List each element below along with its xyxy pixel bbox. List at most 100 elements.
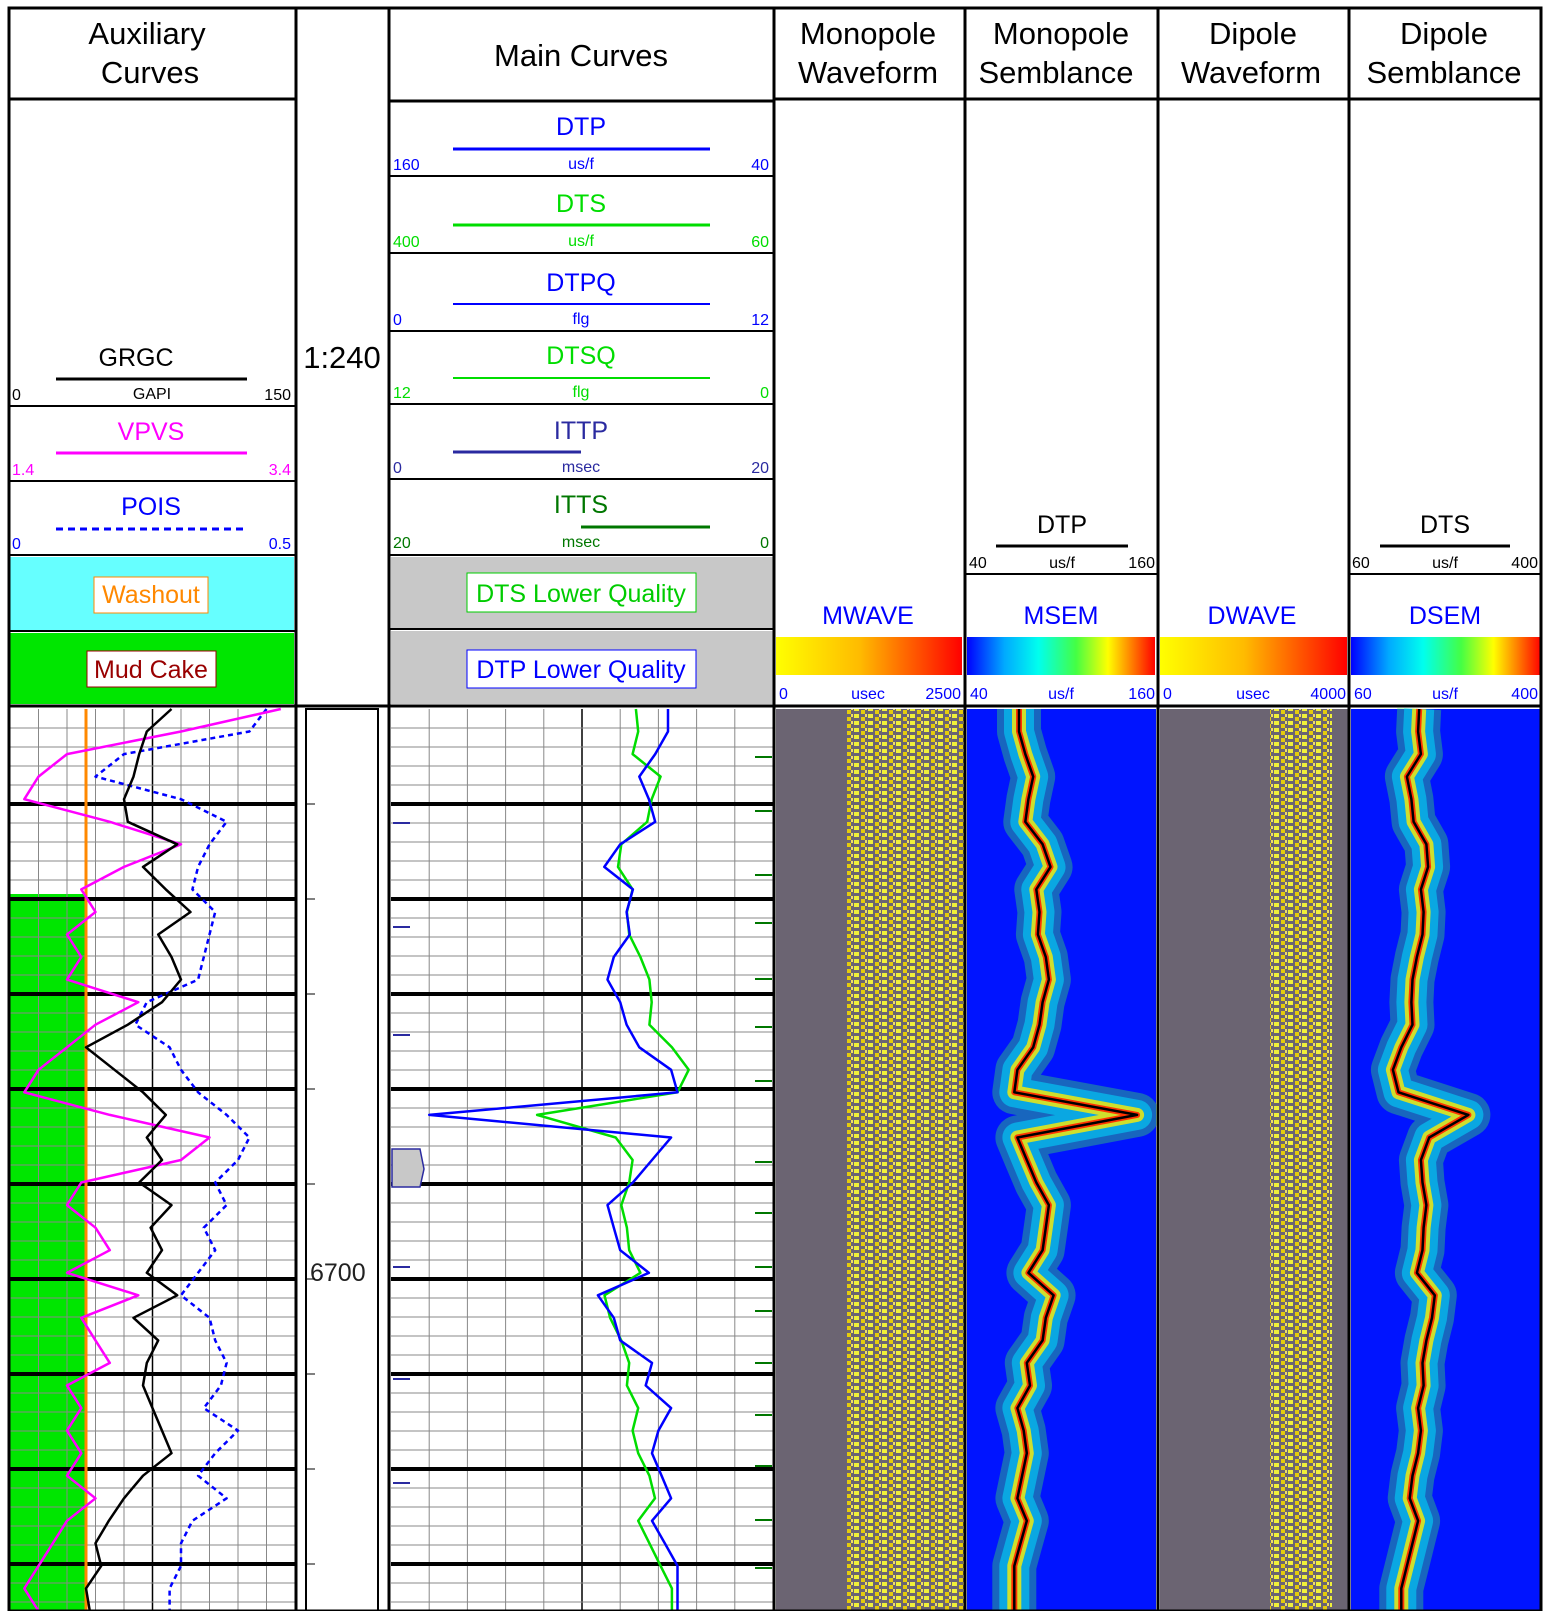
colorbar-min: 40 xyxy=(970,686,988,703)
overlay-curve-max: 400 xyxy=(1511,555,1538,572)
colorbar-unit: us/f xyxy=(1048,686,1074,703)
monopole-semblance-title-line1: Monopole xyxy=(993,16,1129,51)
curve-vpvs xyxy=(23,707,282,1611)
main-curve-header-dtsq: DTSQ flg 12 0 xyxy=(393,342,769,402)
main-curve-max: 12 xyxy=(751,312,769,329)
main-curve-max: 0 xyxy=(760,385,769,402)
colorbar-mwave: MWAVE usec 0 2500 xyxy=(776,602,962,703)
main-curve-name: DTP xyxy=(556,113,606,141)
main-curve-unit: msec xyxy=(562,534,600,551)
dts-lower-quality-label: DTS Lower Quality xyxy=(476,580,686,608)
overlay-curve-unit: us/f xyxy=(1432,555,1458,572)
aux-title-line1: Auxiliary xyxy=(88,16,206,51)
overlay-curve-name: DTS xyxy=(1420,511,1470,539)
overlay-curve-max: 160 xyxy=(1128,555,1155,572)
colorbar-min: 60 xyxy=(1354,686,1372,703)
main-curve-unit: flg xyxy=(573,311,590,328)
overlay-curve-min: 40 xyxy=(969,555,987,572)
colorbar-swatch xyxy=(967,637,1155,675)
main-curve-max: 40 xyxy=(751,157,769,174)
overlay-curve-name: DTP xyxy=(1037,511,1087,539)
main-curve-min: 0 xyxy=(393,460,402,477)
main-curve-name: DTPQ xyxy=(546,269,615,297)
main-curve-unit: msec xyxy=(562,459,600,476)
dipole-semblance-overlay-header: DTS us/f 60 400 xyxy=(1352,511,1538,572)
main-curve-header-ittp: ITTP msec 0 20 xyxy=(393,417,769,477)
main-curve-name: DTSQ xyxy=(546,342,615,370)
colorbar-min: 0 xyxy=(1163,686,1172,703)
dtpq-flag-marker xyxy=(391,1148,425,1188)
colorbar-name: MSEM xyxy=(1024,602,1099,630)
colorbar-unit: us/f xyxy=(1432,686,1458,703)
aux-curve-header-pois: POIS 0 0.5 xyxy=(12,493,291,553)
dts-lower-quality-box xyxy=(466,572,697,613)
main-curve-min: 0 xyxy=(393,312,402,329)
dipole-semblance-panel xyxy=(1351,709,1541,1611)
colorbar-swatch xyxy=(776,637,962,675)
curve-dts xyxy=(535,708,690,1611)
monopole-waveform-title-line1: Monopole xyxy=(800,16,936,51)
mud-cake-log-fill xyxy=(10,894,86,1611)
colorbar-unit: usec xyxy=(851,686,885,703)
main-curve-max: 60 xyxy=(751,234,769,251)
waveform-texture xyxy=(1270,709,1332,1611)
colorbar-name: DSEM xyxy=(1409,602,1481,630)
semblance-overlay-dts xyxy=(1391,708,1470,1611)
aux-title-line2: Curves xyxy=(101,55,199,90)
depth-label-6700: 6700 xyxy=(310,1259,366,1287)
colorbar-swatch xyxy=(1351,637,1541,675)
colorbar-max: 2500 xyxy=(925,686,961,703)
overlay-curve-min: 60 xyxy=(1352,555,1370,572)
monopole-semblance-overlay-header: DTP us/f 40 160 xyxy=(969,511,1155,572)
dipole-semblance-title-line1: Dipole xyxy=(1400,16,1488,51)
waveform-texture xyxy=(846,709,964,1611)
aux-curve-max: 3.4 xyxy=(269,462,291,479)
mud-cake-flag-label: Mud Cake xyxy=(94,656,208,684)
aux-curve-name: GRGC xyxy=(99,344,174,372)
aux-curve-max: 0.5 xyxy=(269,536,291,553)
main-title: Main Curves xyxy=(494,38,668,73)
aux-curve-name: POIS xyxy=(121,493,181,521)
colorbar-name: DWAVE xyxy=(1208,602,1297,630)
dipole-semblance-title-line2: Semblance xyxy=(1366,55,1521,90)
colorbar-msem: MSEM us/f 40 160 xyxy=(967,602,1155,703)
main-curve-header-dtp: DTP us/f 160 40 xyxy=(393,113,769,174)
aux-curve-unit: GAPI xyxy=(133,386,171,403)
aux-curve-min: 0 xyxy=(12,387,21,404)
overlay-curve-unit: us/f xyxy=(1049,555,1075,572)
dtp-lower-quality-label: DTP Lower Quality xyxy=(476,656,686,684)
main-curve-max: 0 xyxy=(760,535,769,552)
main-curve-unit: flg xyxy=(573,384,590,401)
main-curve-min: 12 xyxy=(393,385,411,402)
main-curve-name: ITTS xyxy=(554,491,608,519)
aux-curve-min: 1.4 xyxy=(12,462,34,479)
main-curve-min: 400 xyxy=(393,234,420,251)
curve-grgc xyxy=(84,708,192,1611)
curve-dtp xyxy=(427,709,679,1611)
colorbar-max: 160 xyxy=(1128,686,1155,703)
colorbar-swatch xyxy=(1160,637,1347,675)
washout-flag-box xyxy=(93,576,209,614)
main-curve-name: DTS xyxy=(556,190,606,218)
aux-curve-max: 150 xyxy=(264,387,291,404)
depth-scale-label: 1:240 xyxy=(303,340,381,375)
mud-cake-flag-box xyxy=(86,650,217,688)
track-frames xyxy=(7,6,1543,1611)
depth-track-panel xyxy=(305,708,379,1611)
colorbar-dwave: DWAVE usec 0 4000 xyxy=(1160,602,1347,703)
colorbar-min: 0 xyxy=(779,686,788,703)
dipole-waveform-title-line2: Waveform xyxy=(1181,55,1321,90)
aux-curve-name: VPVS xyxy=(118,418,185,446)
aux-curve-min: 0 xyxy=(12,536,21,553)
colorbar-dsem: DSEM us/f 60 400 xyxy=(1351,602,1541,703)
log-grid xyxy=(10,709,773,1611)
aux-curve-header-grgc: GRGC GAPI 0 150 xyxy=(12,344,291,404)
washout-flag-label: Washout xyxy=(102,581,200,609)
monopole-waveform-title-line2: Waveform xyxy=(798,55,938,90)
main-curve-min: 160 xyxy=(393,157,420,174)
main-curve-min: 20 xyxy=(393,535,411,552)
dtp-lower-quality-box xyxy=(466,649,697,689)
log-curves xyxy=(23,707,1470,1611)
main-curve-header-dts: DTS us/f 400 60 xyxy=(393,190,769,251)
